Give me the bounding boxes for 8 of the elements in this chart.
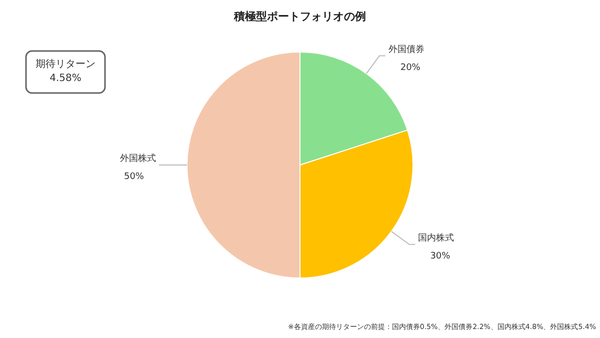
- slice-label: 外国債券: [388, 44, 424, 55]
- chart-title: 積極型ポートフォリオの例: [233, 10, 366, 23]
- slice-label: 外国株式: [120, 153, 156, 164]
- slice-label: 国内株式: [418, 232, 454, 244]
- data-label: 50%: [124, 172, 144, 182]
- data-label: 20%: [400, 62, 421, 73]
- return-box: 期待リターン 4.58%: [25, 50, 106, 94]
- data-label: 30%: [430, 251, 451, 262]
